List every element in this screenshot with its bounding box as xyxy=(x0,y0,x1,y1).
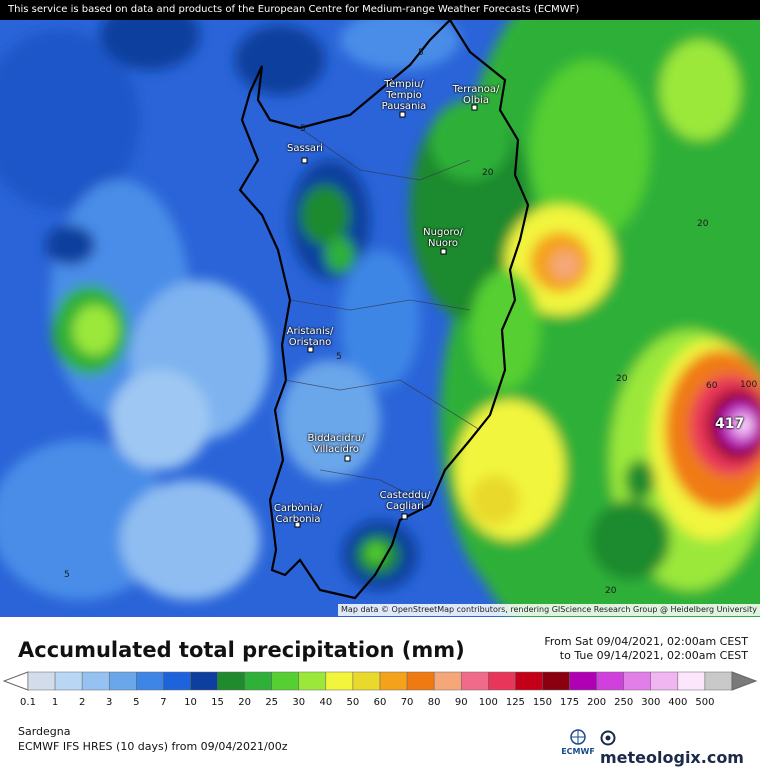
legend-value-label: 150 xyxy=(532,697,552,708)
legend-swatch xyxy=(81,671,110,691)
legend-swatch xyxy=(54,671,83,691)
legend-swatch xyxy=(650,671,679,691)
city-label-oristano: Aristanis/Oristano xyxy=(286,326,334,348)
legend-swatch xyxy=(163,671,191,691)
legend-swatch xyxy=(325,671,354,691)
city-label-villacidro: Biddacidru/Villacidro xyxy=(307,433,365,455)
legend-swatch xyxy=(190,671,218,691)
legend-value-label: 3 xyxy=(106,697,113,708)
precipitation-fields xyxy=(0,0,760,617)
legend-value-label: 25 xyxy=(265,697,279,708)
legend-value-label: 400 xyxy=(668,697,688,708)
legend-swatch xyxy=(515,671,543,691)
legend-value-label: 175 xyxy=(559,697,580,708)
forecast-period: From Sat 09/04/2021, 02:00am CEST to Tue… xyxy=(544,635,748,663)
legend-swatch xyxy=(406,671,435,691)
precipitation-map[interactable]: Tèmpiu/Tempio Pausania Terranoa/Olbia Sas… xyxy=(0,0,760,617)
legend-swatch xyxy=(596,671,624,691)
ecmwf-notice: This service is based on data and produc… xyxy=(0,0,760,20)
city-label-nuoro: Nugoro/Nuoro xyxy=(423,227,463,249)
contour-label: 5 xyxy=(300,124,306,134)
legend-value-label: 0.1 xyxy=(20,697,36,708)
legend-values: 0.1 1 2 3 5 7 10 15 20 25 30 40 50 60 70 80 90 100 125 150 1… xyxy=(0,697,760,711)
province-borders xyxy=(284,127,481,506)
legend-value-label: 20 xyxy=(238,697,251,708)
legend-value-label: 10 xyxy=(184,697,197,708)
legend-swatch xyxy=(704,671,733,691)
legend-swatch xyxy=(136,671,164,691)
color-scale-legend xyxy=(2,671,758,691)
city-label-sassari: Sassari xyxy=(287,143,323,154)
region-name: Sardegna xyxy=(18,725,71,738)
contour-label: 20 xyxy=(697,219,709,229)
legend-swatch xyxy=(677,671,706,691)
legend-swatch xyxy=(379,671,408,691)
legend-arrow-low xyxy=(2,671,29,691)
map-attribution[interactable]: Map data © OpenStreetMap contributors, r… xyxy=(338,604,760,616)
legend-swatch xyxy=(569,671,597,691)
legend-swatch xyxy=(298,671,327,691)
legend-value-label: 15 xyxy=(211,697,224,708)
legend-swatch xyxy=(217,671,245,691)
legend-value-label: 125 xyxy=(505,697,525,708)
legend-value-label: 5 xyxy=(133,697,140,708)
city-markers xyxy=(294,104,478,528)
legend-swatch xyxy=(108,671,137,691)
city-label-cagliari: Casteddu/Cagliari xyxy=(379,490,431,512)
legend-swatch xyxy=(27,671,56,691)
model-run-info: ECMWF IFS HRES (10 days) from 09/04/2021… xyxy=(18,740,288,753)
legend-value-label: 100 xyxy=(478,697,498,708)
legend-value-label: 30 xyxy=(292,697,306,708)
legend-swatch xyxy=(542,671,570,691)
legend-swatch xyxy=(271,671,300,691)
legend-arrow-high xyxy=(731,671,758,691)
meteologix-icon xyxy=(600,730,616,746)
city-label-carbonia: Carbònia/Carbonia xyxy=(273,503,323,525)
legend-value-label: 2 xyxy=(78,697,86,708)
contour-label: 100 xyxy=(740,380,758,390)
legend-value-label: 7 xyxy=(160,697,167,708)
contour-label: 5 xyxy=(64,570,70,580)
legend-swatch xyxy=(623,671,652,691)
contour-label: 5 xyxy=(418,48,424,58)
ecmwf-logo-text: ECMWF xyxy=(561,747,595,756)
max-value-label: 417 xyxy=(715,416,745,432)
legend-swatch xyxy=(244,671,272,691)
ecmwf-globe-icon xyxy=(570,729,586,745)
legend-value-label: 40 xyxy=(319,697,333,708)
contour-label: 20 xyxy=(605,586,617,596)
contour-label: 60 xyxy=(706,381,718,391)
legend-swatch xyxy=(352,671,381,691)
meteologix-logo[interactable]: meteologix.com xyxy=(600,729,760,767)
legend-swatch xyxy=(488,671,516,691)
chart-title: Accumulated total precipitation (mm) xyxy=(18,638,465,662)
legend-value-label: 80 xyxy=(427,697,441,708)
legend-swatch xyxy=(460,671,489,691)
legend-value-label: 60 xyxy=(373,697,387,708)
city-label-tempio: Tèmpiu/Tempio Pausania xyxy=(381,79,427,112)
city-label-olbia: Terranoa/Olbia xyxy=(452,84,500,106)
meteologix-logo-text: meteologix.com xyxy=(600,748,744,767)
period-from: From Sat 09/04/2021, 02:00am CEST xyxy=(544,635,748,648)
legend-value-label: 70 xyxy=(400,697,414,708)
legend-value-label: 250 xyxy=(614,697,634,708)
period-to: to Tue 09/14/2021, 02:00am CEST xyxy=(559,649,748,662)
map-canvas xyxy=(0,0,760,617)
legend-value-label: 50 xyxy=(346,697,360,708)
sardinia-coastline xyxy=(238,18,530,600)
legend-swatch xyxy=(433,671,462,691)
ecmwf-logo: ECMWF xyxy=(558,727,598,756)
legend-value-label: 90 xyxy=(454,697,468,708)
legend-value-label: 300 xyxy=(641,697,661,708)
contour-label: 5 xyxy=(336,352,342,362)
contour-label: 20 xyxy=(616,374,628,384)
legend-value-label: 200 xyxy=(587,697,607,708)
legend-value-label: 500 xyxy=(695,697,715,708)
contour-label: 20 xyxy=(482,168,494,178)
legend-value-label: 1 xyxy=(51,697,59,708)
